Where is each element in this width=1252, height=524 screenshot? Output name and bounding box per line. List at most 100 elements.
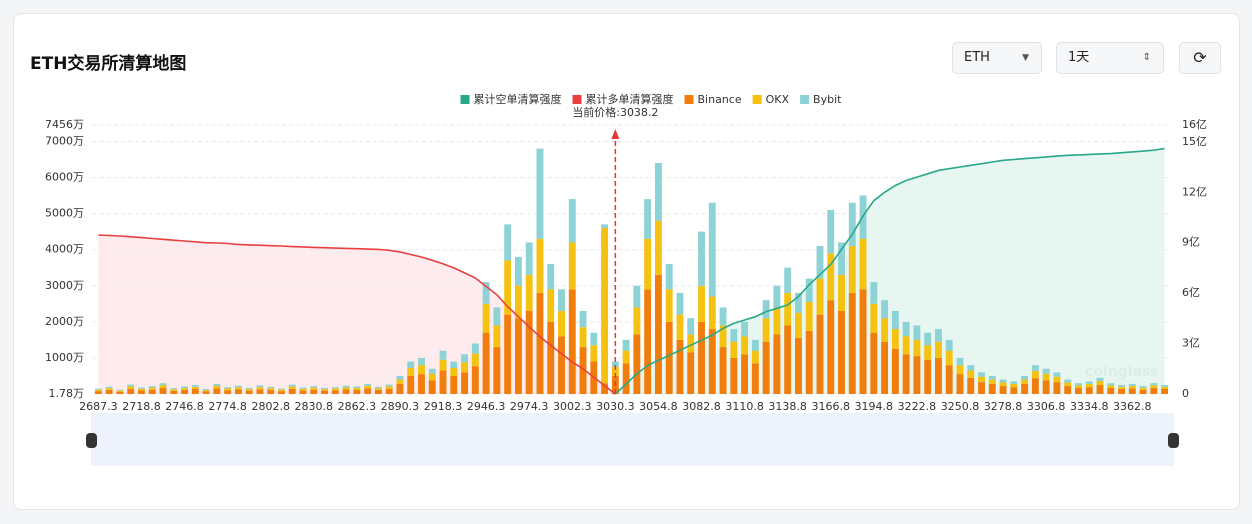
bar-segment — [1150, 385, 1158, 389]
bar-segment — [924, 359, 932, 394]
bar-segment — [676, 292, 684, 315]
bar-segment — [1031, 370, 1039, 379]
bar-segment — [1096, 381, 1104, 385]
bar-segment — [299, 390, 307, 394]
yticks-label: 1.78万 — [49, 387, 85, 400]
bar-segment — [751, 339, 759, 351]
bar-segment — [698, 231, 705, 286]
slider-handle-left[interactable] — [86, 433, 97, 448]
coin-select[interactable]: ETH ▼ — [952, 42, 1042, 74]
bar-segment — [450, 368, 458, 376]
bar-segment — [493, 325, 501, 348]
bar-segment — [1161, 388, 1169, 394]
x-tick-label: 2774.8 — [208, 400, 247, 413]
bar-segment — [956, 365, 964, 375]
bar-segment — [353, 387, 361, 390]
slider-handle-right[interactable] — [1168, 433, 1179, 448]
bar-segment — [116, 391, 124, 394]
bar-segment — [364, 388, 372, 394]
bar-segment — [568, 199, 576, 243]
bar-segment — [848, 246, 856, 293]
bar-segment — [288, 386, 296, 389]
yticks-label: 7000万 — [45, 134, 84, 147]
bar-segment — [654, 274, 662, 394]
bar-segment — [94, 391, 102, 394]
bar-segment — [999, 379, 1007, 383]
bar-segment — [439, 370, 447, 394]
yticks-label: 6000万 — [45, 171, 84, 184]
x-tick-label: 3278.8 — [984, 400, 1023, 413]
bar-segment — [622, 363, 630, 394]
x-tick-label: 2746.8 — [165, 400, 204, 413]
bar-segment — [773, 285, 781, 308]
bar-segment — [234, 387, 242, 390]
bar-segment — [353, 386, 361, 388]
yticks-label: 2000万 — [45, 315, 84, 328]
x-tick-label: 2862.3 — [338, 400, 377, 413]
bar-segment — [698, 285, 705, 322]
bar-segment — [267, 388, 275, 391]
bar-segment — [827, 300, 835, 394]
bar-segment — [568, 289, 576, 394]
bar-segment — [504, 314, 512, 394]
bar-segment — [945, 350, 953, 366]
bar-segment — [536, 292, 544, 394]
bar-segment — [913, 356, 921, 394]
bar-segment — [159, 388, 167, 394]
bar-segment — [805, 301, 813, 331]
bar-segment — [547, 321, 555, 394]
bar-segment — [224, 390, 232, 394]
bar-segment — [719, 307, 727, 326]
bar-segment — [601, 224, 609, 229]
bar-segment — [331, 387, 339, 389]
bar-segment — [1031, 365, 1039, 371]
bar-segment — [708, 296, 716, 330]
bar-segment — [1053, 376, 1061, 383]
bar-segment — [644, 289, 652, 394]
bar-segment — [213, 385, 221, 389]
zoom-slider[interactable] — [91, 413, 1174, 466]
bar-segment — [579, 347, 587, 394]
bar-segment — [644, 199, 652, 239]
bar-segment — [504, 224, 512, 261]
yticks-label: 7456万 — [45, 118, 84, 131]
refresh-button[interactable]: ⟳ — [1179, 42, 1221, 74]
bar-segment — [148, 389, 156, 394]
bar-segment — [1021, 375, 1029, 380]
bar-segment — [127, 386, 135, 389]
bar-segment — [719, 325, 727, 348]
bar-segment — [902, 336, 910, 355]
bar-segment — [396, 383, 404, 394]
bar-segment — [730, 341, 738, 358]
bar-segment — [967, 365, 975, 371]
bar-segment — [633, 334, 641, 394]
period-select[interactable]: 1天 ⇕ — [1056, 42, 1164, 74]
bar-segment — [471, 366, 479, 394]
bar-segment — [579, 311, 587, 328]
line-area — [615, 148, 1165, 394]
bar-segment — [773, 334, 781, 394]
bar-segment — [676, 339, 684, 394]
bar-segment — [1107, 388, 1115, 394]
bar-segment — [988, 375, 996, 380]
y2ticks-label: 3亿 — [1182, 337, 1200, 350]
bar-segment — [159, 383, 167, 386]
bar-segment — [1064, 379, 1072, 383]
bar-segment — [665, 321, 673, 394]
bar-segment — [848, 292, 856, 394]
bar-segment — [870, 303, 878, 333]
bar-segment — [945, 339, 953, 351]
bar-segment — [191, 384, 199, 387]
bar-segment — [601, 228, 609, 384]
bar-segment — [105, 390, 113, 394]
bar-segment — [321, 387, 329, 390]
bar-segment — [514, 285, 522, 319]
x-tick-label: 3082.8 — [682, 400, 721, 413]
bar-segment — [159, 385, 167, 389]
bar-segment — [978, 382, 985, 394]
legend-swatch — [800, 95, 810, 104]
legend-swatch — [684, 95, 694, 104]
y2ticks-label: 9亿 — [1182, 236, 1200, 249]
bar-segment — [299, 388, 307, 391]
